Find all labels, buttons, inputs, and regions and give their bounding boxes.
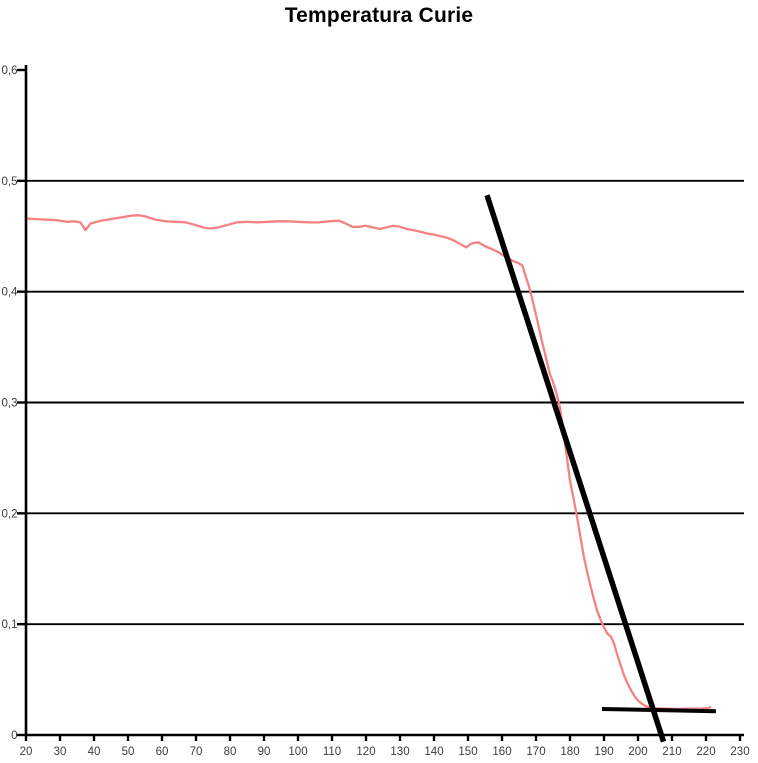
x-tick-label: 90: [258, 746, 271, 758]
y-tick-label: 0,2: [2, 508, 18, 520]
baseline-line: [601, 707, 716, 714]
x-tick-label: 230: [730, 746, 749, 758]
x-tick-label: 120: [356, 746, 375, 758]
x-tick-label: 200: [628, 746, 647, 758]
x-tick-label: 150: [458, 746, 477, 758]
x-tick-label: 140: [424, 746, 443, 758]
x-tick-label: 210: [662, 746, 681, 758]
x-tick-label: 170: [526, 746, 545, 758]
x-tick-label: 50: [122, 746, 135, 758]
y-tick-label: 0,5: [2, 176, 18, 188]
x-tick-label: 40: [88, 746, 101, 758]
x-tick-label: 30: [54, 746, 67, 758]
y-tick-label: 0: [11, 730, 17, 742]
y-tick-label: 0,3: [2, 398, 18, 410]
x-tick-label: 60: [156, 746, 169, 758]
x-tick-label: 220: [696, 746, 715, 758]
y-tick-label: 0,1: [2, 619, 18, 631]
x-tick-label: 80: [224, 746, 237, 758]
magnetization-curve: [25, 214, 712, 711]
x-tick-label: 160: [492, 746, 511, 758]
y-tick-label: 0,6: [2, 65, 18, 77]
x-tick-label: 190: [594, 746, 613, 758]
y-tick-label: 0,4: [2, 287, 19, 299]
tangent-line: [484, 194, 667, 743]
x-tick-label: 20: [20, 746, 33, 758]
x-tick-label: 180: [560, 746, 579, 758]
chart-title: Temperatura Curie: [284, 4, 474, 27]
x-tick-label: 100: [288, 746, 307, 758]
x-tick-label: 70: [190, 746, 203, 758]
x-tick-label: 110: [323, 746, 341, 758]
x-tick-label: 130: [390, 746, 409, 758]
